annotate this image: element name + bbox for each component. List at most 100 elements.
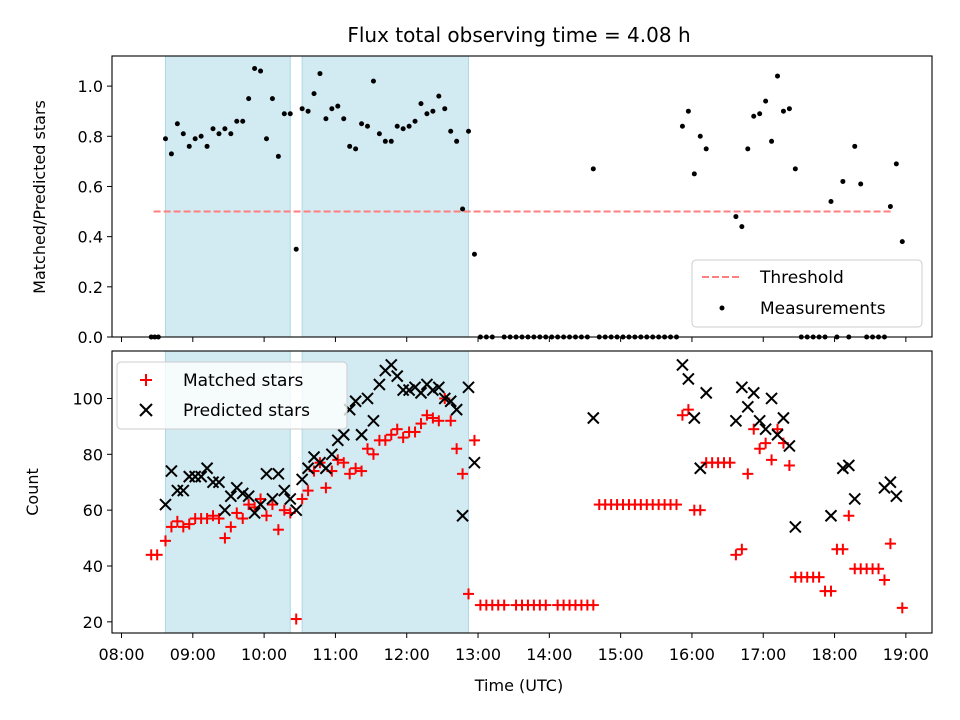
measurement-point	[299, 106, 305, 112]
matched-star-point	[878, 574, 890, 586]
matched-star-point	[350, 462, 362, 474]
measurement-point	[840, 178, 846, 184]
measurement-point	[436, 93, 442, 99]
matched-star-point	[540, 599, 552, 611]
x-tick-label: 13:00	[455, 645, 501, 664]
predicted-star-point	[266, 492, 279, 506]
predicted-star-point	[884, 476, 897, 489]
matched-star-point	[260, 510, 272, 522]
y-tick-label: 60	[83, 501, 103, 520]
predicted-star-point	[260, 467, 273, 481]
predicted-star-point	[391, 369, 404, 383]
predicted-star-point	[771, 428, 784, 441]
measurement-point	[852, 143, 858, 149]
y-tick-label: 100	[72, 389, 103, 408]
y-tick-label: 0.2	[78, 278, 103, 297]
y-tick-label: 0.4	[78, 228, 103, 247]
predicted-star-point	[432, 381, 446, 394]
top-y-axis-label: Matched/Predicted stars	[30, 100, 49, 294]
matched-star-point	[676, 409, 688, 421]
measurement-point	[828, 199, 834, 205]
top-shaded-intervals	[164, 55, 470, 338]
matched-star-point	[837, 543, 849, 555]
measurement-point	[691, 171, 697, 177]
matched-star-point	[783, 459, 795, 471]
measurement-point	[168, 151, 174, 157]
measurement-point	[430, 108, 436, 114]
matched-star-point	[843, 510, 855, 522]
predicted-star-point	[753, 414, 766, 428]
matched-star-point	[451, 443, 463, 455]
matched-star-point	[427, 412, 439, 424]
predicted-stars-points	[159, 358, 903, 534]
measurement-point	[234, 118, 240, 124]
measurement-point	[287, 111, 293, 117]
measurement-point	[763, 98, 769, 104]
matched-star-point	[255, 493, 267, 505]
predicted-star-point	[414, 386, 428, 400]
measurement-point	[246, 96, 252, 102]
matched-star-point	[754, 443, 766, 455]
measurement-point	[240, 118, 246, 124]
matched-star-point	[344, 468, 356, 480]
predicted-star-point	[682, 372, 695, 386]
top-x-axis-ticks	[121, 337, 907, 342]
matched-star-point	[825, 585, 837, 597]
matched-star-point	[177, 521, 189, 533]
x-tick-label: 17:00	[740, 645, 786, 664]
measurement-point	[769, 138, 775, 144]
top-legend-box	[691, 259, 923, 328]
predicted-star-point	[735, 381, 749, 394]
predicted-star-point	[373, 378, 386, 391]
predicted-star-point	[741, 400, 755, 414]
bottom-legend-box	[116, 361, 348, 430]
measurement-point	[412, 118, 418, 124]
x-tick-label: 12:00	[384, 645, 430, 664]
measurement-point	[858, 181, 864, 187]
measurement-point	[887, 204, 893, 210]
measurement-point	[353, 146, 359, 152]
x-tick-label: 14:00	[526, 645, 572, 664]
top-axes-frame	[111, 55, 933, 338]
predicted-star-point	[301, 462, 315, 475]
measurement-point	[893, 161, 899, 167]
predicted-star-point	[468, 456, 481, 469]
measurement-point	[370, 78, 376, 84]
measurement-point	[685, 108, 691, 114]
matched-star-point	[415, 418, 427, 430]
measurement-point	[751, 113, 757, 119]
matched-star-point	[171, 515, 183, 527]
predicted-star-point	[848, 492, 861, 506]
matched-star-point	[884, 538, 896, 550]
predicted-star-point	[254, 498, 267, 511]
x-tick-label: 08:00	[98, 645, 144, 664]
matched-star-point	[468, 434, 480, 446]
measurement-point	[471, 251, 477, 257]
measurement-point	[376, 131, 382, 137]
measurement-point	[703, 146, 709, 152]
matched-star-point	[498, 599, 510, 611]
matched-stars-points	[145, 392, 908, 625]
legend-threshold-label: Threshold	[759, 268, 844, 288]
measurement-point	[442, 106, 448, 112]
legend-measurements-label: Measurements	[760, 299, 886, 319]
y-tick-label: 40	[83, 557, 103, 576]
measurement-point	[792, 166, 798, 172]
x-tick-label: 18:00	[811, 645, 857, 664]
measurement-point	[590, 166, 596, 172]
predicted-star-point	[319, 462, 333, 475]
matched-star-point	[766, 454, 778, 466]
measurement-point	[745, 146, 751, 152]
matched-star-point	[760, 437, 772, 449]
matched-star-point	[266, 499, 278, 511]
bottom-legend: Matched stars Predicted stars	[116, 361, 348, 430]
measurement-point	[335, 103, 341, 109]
predicted-star-point	[367, 414, 380, 428]
predicted-star-point	[284, 492, 297, 506]
predicted-star-point	[361, 392, 374, 405]
matched-star-point	[457, 468, 469, 480]
predicted-star-point	[248, 506, 261, 520]
measurement-point	[679, 123, 685, 129]
matched-star-point	[433, 415, 445, 427]
